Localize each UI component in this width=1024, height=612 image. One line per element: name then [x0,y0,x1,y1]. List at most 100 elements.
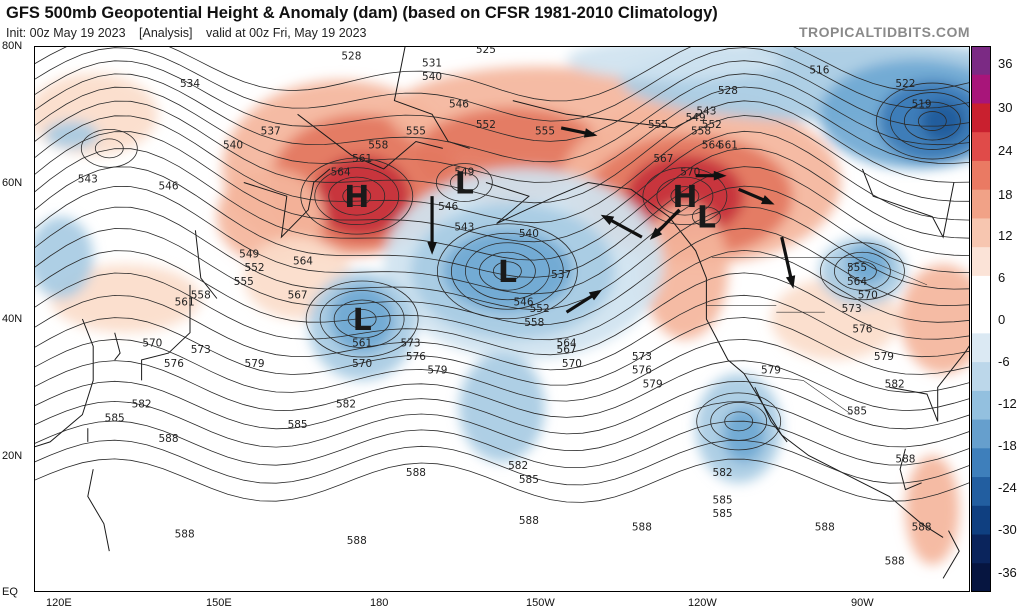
contour-label: 579 [245,358,265,370]
contour-label: 519 [912,98,932,110]
map-panel: 5285255315345405465525555585615645375405… [34,46,970,592]
contour-label: 570 [562,358,582,370]
contour-label: 561 [718,139,738,151]
colorbar-label: -24 [998,480,1017,495]
flow-arrowhead [588,289,603,301]
contour-label: 558 [368,139,388,151]
colorbar-label: 36 [998,56,1013,71]
colorbar-label: 0 [998,312,1006,327]
anomaly-colorbar [971,46,991,592]
contour-label: 564 [847,276,867,288]
contour-label: 579 [427,365,447,377]
contour-label: 549 [239,249,259,261]
contour-label: 540 [422,71,442,83]
contour-label: 585 [847,406,867,418]
lon-label-90w: 90W [851,597,874,609]
flow-arrows [427,126,796,314]
low-pressure-label: L [353,303,372,338]
contour-label: 549 [454,167,474,179]
contour-label: 546 [449,98,469,110]
contour-label: 564 [557,337,577,349]
contour-label: 585 [288,419,308,431]
contour-label: 585 [713,508,733,520]
colorbar-label: 24 [998,143,1013,158]
contour-label: 558 [191,290,211,302]
colorbar-swatch [971,218,991,248]
lon-label-180: 180 [370,597,389,609]
contour-label: 537 [261,126,281,138]
colorbar-label: 6 [998,270,1006,285]
contour-label: 567 [653,153,673,165]
contour-label: 543 [696,105,716,117]
valid-time: valid at 00z Fri, May 19 2023 [206,26,367,40]
contour-label: 573 [191,344,211,356]
contour-label: 543 [78,174,98,186]
contour-label: 576 [406,351,426,363]
brand-watermark: TROPICALTIDBITS.COM [798,24,970,40]
contour-label: 588 [406,467,426,479]
low-pressure-label: L [697,201,716,236]
contour-label: 567 [288,290,308,302]
contour-label: 567 [557,344,577,356]
colorbar-swatch [971,505,991,536]
contour-label: 516 [809,64,829,76]
lat-label-60n: 60N [2,177,23,189]
contour-label: 552 [530,303,550,315]
contour-label: 585 [105,412,125,424]
flow-arrowhead [761,195,775,205]
contour-label: 528 [718,85,738,97]
colorbar-swatch [971,390,991,421]
flow-arrowhead [713,170,727,181]
contour-label: 588 [912,522,932,534]
contour-label: 561 [352,337,372,349]
lat-label-eq: EQ [2,586,18,598]
contour-label: 555 [535,126,555,138]
flow-arrowhead [785,275,796,289]
contour-label: 588 [815,522,835,534]
contour-label: 585 [519,474,539,486]
contour-label: 555 [648,119,668,131]
contour-label: 570 [680,167,700,179]
contour-label: 573 [632,351,652,363]
colorbar-swatch [971,46,991,76]
contour-label: 588 [519,515,539,527]
high-pressure-label: H [344,180,369,215]
contour-label: 558 [524,317,544,329]
contour-label: 582 [885,378,905,390]
analysis-tag: [Analysis] [139,26,193,40]
contour-label: 558 [691,126,711,138]
contour-label: 588 [632,522,652,534]
contour-label: 531 [422,57,442,69]
colorbar-swatch [971,534,991,564]
colorbar-label: 12 [998,228,1013,243]
colorbar-swatch [971,362,991,392]
contour-label: 525 [476,46,496,56]
contour-label: 588 [895,453,915,465]
colorbar-label: 18 [998,187,1013,202]
flow-arrowhead [427,242,437,255]
contour-label: 549 [686,112,706,124]
anomaly-shading [34,46,970,565]
contour-label: 561 [352,153,372,165]
colorbar-swatch [971,160,991,191]
colorbar-label: -36 [998,565,1017,580]
colorbar-label: 30 [998,100,1013,115]
contour-label: 552 [702,119,722,131]
contour-label: 582 [336,399,356,411]
height-contours [34,46,970,503]
flow-arrowhead [649,227,663,240]
contour-label: 573 [842,303,862,315]
lon-label-120w: 120W [688,597,717,609]
lat-label-20n: 20N [2,450,23,462]
contour-label: 570 [142,337,162,349]
contour-label: 540 [223,139,243,151]
init-time: Init: 00z May 19 2023 [6,26,126,40]
colorbar-swatch [971,477,991,507]
colorbar-label: -6 [998,354,1010,369]
contour-label: 585 [713,494,733,506]
contour-label: 546 [513,296,533,308]
contour-label: 555 [234,276,254,288]
map-title: GFS 500mb Geopotential Height & Anomaly … [6,4,718,22]
lat-label-80n: 80N [2,40,23,52]
contour-label: 576 [852,324,872,336]
